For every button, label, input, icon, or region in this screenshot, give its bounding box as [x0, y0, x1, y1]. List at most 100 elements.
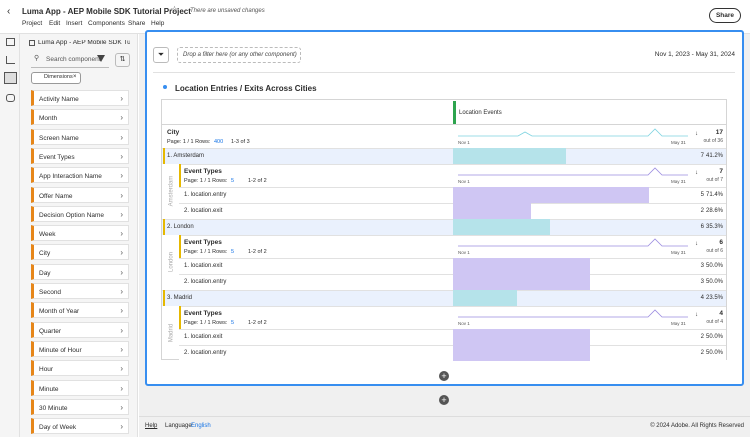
table-row — [162, 290, 726, 306]
tags-icon[interactable] — [6, 94, 15, 102]
filter-button[interactable]: ⏷ — [153, 47, 169, 63]
back-button[interactable]: ‹ — [7, 6, 11, 17]
filter-dropzone[interactable] — [177, 47, 301, 63]
pagination-label: Page: 1 / 1 Rows: — [167, 139, 211, 145]
filter-icon[interactable] — [97, 55, 105, 62]
menu-item[interactable]: Project — [22, 20, 43, 27]
add-visualization[interactable]: + — [439, 371, 449, 381]
component-item[interactable]: Month of Year › — [31, 302, 129, 319]
menu-item[interactable]: Insert — [66, 20, 83, 27]
component-item[interactable]: Offer Name › — [31, 186, 129, 203]
row-label[interactable]: 2. location.entry — [184, 350, 227, 356]
component-item[interactable]: Hour › — [31, 360, 129, 377]
row-range: 1-3 of 3 — [231, 139, 250, 145]
chip-remove[interactable]: × — [73, 74, 77, 80]
row-label[interactable]: 2. London — [167, 224, 194, 230]
breakdown-header — [179, 306, 726, 329]
help-link[interactable]: Help — [145, 423, 158, 429]
row-share: 50.0% — [705, 263, 723, 269]
rows-per-page[interactable]: 400 — [214, 139, 224, 145]
dimension-header: Event Types — [184, 168, 222, 175]
component-item[interactable]: Day of Week › — [31, 418, 129, 435]
panels-icon[interactable] — [6, 38, 15, 46]
language-link[interactable]: English — [191, 423, 211, 429]
component-name: Week — [39, 231, 56, 239]
panel-title: Location Entries / Exits Across Cities — [175, 84, 317, 93]
footer-divider — [139, 416, 750, 417]
chevron: › — [120, 209, 123, 219]
column-total-of: out of 36 — [703, 138, 723, 144]
component-name: Second — [39, 289, 62, 296]
component-item[interactable]: Second › — [31, 283, 129, 299]
sort-arrow[interactable]: ↓ — [695, 170, 698, 176]
panel-divider — [153, 72, 735, 73]
sparkline — [458, 128, 688, 137]
row-share: 35.3% — [705, 224, 723, 230]
component-item[interactable]: 30 Minute › — [31, 398, 129, 415]
row-value: 3 — [700, 279, 704, 285]
pagination-label: Page: 1 / 1 Rows: — [184, 320, 228, 326]
sparkline-start: Nov 1 — [458, 140, 470, 145]
row-label[interactable]: 3. Madrid — [167, 295, 193, 301]
component-name: City — [39, 250, 51, 258]
search-placeholder[interactable]: Search component — [46, 56, 101, 63]
row-label[interactable]: 1. location.entry — [184, 192, 227, 198]
row-value: 5 — [700, 192, 704, 198]
rows-per-page[interactable]: 5 — [231, 178, 235, 184]
bar — [453, 203, 532, 219]
row-label[interactable]: 1. Amsterdam — [167, 153, 205, 159]
component-name: Event Types — [39, 153, 75, 161]
component-item[interactable]: Decision Option Name › — [31, 205, 129, 222]
sparkline-start: Nov 1 — [458, 250, 470, 255]
component-item[interactable]: Activity Name › — [31, 90, 129, 106]
menu-item[interactable]: Components — [88, 20, 125, 27]
component-item[interactable]: City › — [31, 244, 129, 261]
column-total: 17 — [715, 129, 723, 136]
rows-per-page[interactable]: 5 — [231, 249, 235, 255]
sort-arrow[interactable]: ↓ — [695, 312, 698, 318]
component-item[interactable]: Month › — [31, 109, 129, 126]
date-range[interactable]: Nov 1, 2023 - May 31, 2024 — [654, 51, 735, 58]
component-item[interactable]: Day › — [31, 263, 129, 280]
menu-item[interactable]: Help — [151, 20, 165, 27]
icon-rail — [0, 34, 20, 437]
component-item[interactable]: Quarter › — [31, 321, 129, 338]
row-label[interactable]: 1. location.exit — [184, 334, 223, 340]
chevron: › — [120, 267, 123, 277]
bar — [453, 274, 590, 290]
menu-item[interactable]: Edit — [49, 20, 61, 27]
breakdown-header — [179, 164, 726, 187]
metric-header[interactable]: Location Events — [459, 110, 502, 116]
add-panel[interactable]: + — [439, 395, 449, 405]
row-label[interactable]: 1. location.exit — [184, 263, 223, 269]
component-item[interactable]: Week › — [31, 225, 129, 242]
component-item[interactable]: Screen Name › — [31, 128, 129, 145]
component-item[interactable]: Minute › — [31, 379, 129, 396]
favorite-star[interactable]: ☆ — [170, 5, 179, 16]
rows-per-page[interactable]: 5 — [231, 320, 235, 326]
dimensions-chip[interactable] — [31, 72, 81, 84]
component-name: Offer Name — [39, 192, 73, 200]
report-suite-name[interactable]: Luma App - AEP Mobile SDK Tu... — [38, 40, 130, 46]
row-label[interactable]: 2. location.entry — [184, 279, 227, 285]
search-box[interactable] — [31, 53, 109, 68]
row-value: 7 — [700, 153, 704, 159]
component-item[interactable]: Event Types › — [31, 147, 129, 164]
component-name: Screen Name — [39, 134, 79, 142]
row-value: 2 — [700, 208, 704, 214]
components-icon[interactable] — [4, 72, 17, 84]
sort-arrow[interactable]: ↓ — [695, 241, 698, 247]
menu-item[interactable]: Share — [128, 20, 146, 27]
sort-button[interactable]: ⇅ — [115, 53, 130, 67]
row-value: 2 — [700, 350, 704, 356]
row-value: 2 — [700, 334, 704, 340]
visualizations-icon[interactable] — [6, 56, 15, 64]
share-button[interactable]: Share — [709, 8, 741, 23]
row-label[interactable]: 2. location.exit — [184, 208, 223, 214]
chevron: › — [120, 190, 123, 200]
sort-arrow[interactable]: ↓ — [695, 131, 698, 137]
dimension-header: City — [167, 129, 180, 136]
component-item[interactable]: Minute of Hour › — [31, 340, 129, 357]
row-share: 50.0% — [705, 279, 723, 285]
component-item[interactable]: App Interaction Name › — [31, 167, 129, 184]
